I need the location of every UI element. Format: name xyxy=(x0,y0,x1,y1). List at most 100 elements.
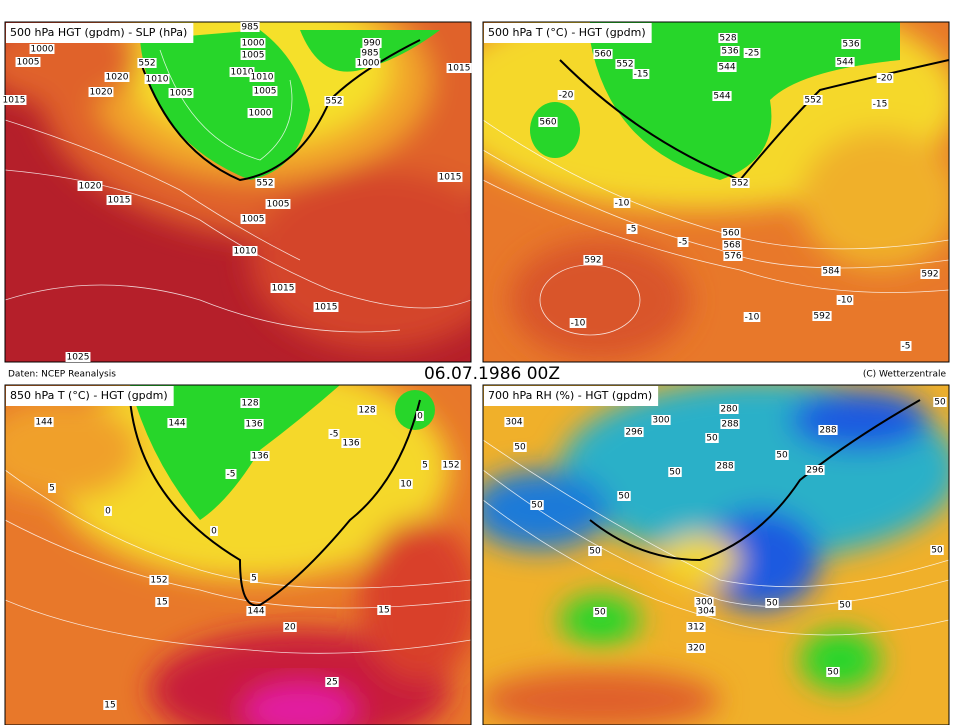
contour-label-bg xyxy=(283,622,297,632)
contour-label: 552 xyxy=(616,60,633,70)
contour-label: 592 xyxy=(813,312,830,322)
contour-label-bg xyxy=(149,575,169,585)
copyright-text: (C) Wetterzentrale xyxy=(863,370,947,380)
contour-label: 592 xyxy=(921,270,938,280)
contour-label: 304 xyxy=(697,607,714,617)
contour-label-bg xyxy=(720,419,740,429)
contour-label: -5 xyxy=(330,430,339,440)
contour-label: -10 xyxy=(838,296,853,306)
contour-label-bg xyxy=(355,58,381,68)
contour-label-bg xyxy=(593,607,607,617)
contour-label-bg xyxy=(34,417,54,427)
contour-label-bg xyxy=(705,433,719,443)
contour-label: 592 xyxy=(584,256,601,266)
contour-label: 1005 xyxy=(254,87,277,97)
contour-label: 50 xyxy=(531,501,543,511)
contour-label: 560 xyxy=(722,229,739,239)
contour-label: 288 xyxy=(721,420,738,430)
contour-label-bg xyxy=(137,58,157,68)
contour-label-bg xyxy=(416,411,424,421)
contour-label: 300 xyxy=(652,416,669,426)
contour-label-bg xyxy=(232,246,258,256)
contour-label-bg xyxy=(826,667,840,677)
contour-label-bg xyxy=(265,199,291,209)
contour-label: 584 xyxy=(822,267,839,277)
contour-label-bg xyxy=(246,606,266,616)
contour-label: 1010 xyxy=(146,75,169,85)
contour-label-bg xyxy=(168,88,194,98)
contour-label-bg xyxy=(743,48,761,58)
contour-label: 568 xyxy=(723,241,740,251)
panel-title: 500 hPa T (°C) - HGT (gpdm) xyxy=(488,26,646,39)
panel-title-box xyxy=(6,386,174,406)
contour-label: 152 xyxy=(442,461,459,471)
contour-label: 10 xyxy=(400,480,412,490)
contour-label-bg xyxy=(838,600,852,610)
contour-label: 1005 xyxy=(170,89,193,99)
contour-label-bg xyxy=(930,545,944,555)
contour-label-bg xyxy=(103,700,117,710)
contour-label-bg xyxy=(805,465,825,475)
panel-title-box xyxy=(6,23,194,43)
source-text: Daten: NCEP Reanalysis xyxy=(8,370,116,380)
map-panel-2 xyxy=(483,22,949,362)
contour-label: 1020 xyxy=(79,182,102,192)
contour-label: 304 xyxy=(505,418,522,428)
contour-label: 50 xyxy=(669,468,681,478)
contour-label: 1000 xyxy=(242,39,265,49)
contour-label: 15 xyxy=(104,701,115,711)
contour-label-bg xyxy=(632,69,650,79)
contour-label: 25 xyxy=(326,678,337,688)
contour-label: 144 xyxy=(35,418,52,428)
contour-label-bg xyxy=(812,311,832,321)
contour-label: 152 xyxy=(150,576,167,586)
contour-label-bg xyxy=(437,172,463,182)
contour-label: 300 xyxy=(695,598,712,608)
contour-label: 1005 xyxy=(242,215,265,225)
contour-label-bg xyxy=(696,606,716,616)
contour-label-bg xyxy=(270,283,296,293)
contour-label-bg xyxy=(677,237,689,247)
contour-label: 552 xyxy=(804,96,821,106)
contour-label: -25 xyxy=(745,49,760,59)
contour-label-bg xyxy=(722,240,742,250)
contour-label-bg xyxy=(613,198,631,208)
contour-label-bg xyxy=(765,598,779,608)
contour-label-bg xyxy=(513,442,527,452)
contour-label-bg xyxy=(240,214,266,224)
contour-label: 1000 xyxy=(249,109,272,119)
contour-label: 552 xyxy=(138,59,155,69)
contour-label: 288 xyxy=(819,426,836,436)
contour-label-bg xyxy=(651,415,671,425)
contour-label: 1015 xyxy=(272,284,295,294)
contour-label-bg xyxy=(255,178,275,188)
contour-label-bg xyxy=(583,255,603,265)
contour-label-bg xyxy=(313,302,339,312)
contour-label: 50 xyxy=(594,608,606,618)
contour-label: 528 xyxy=(719,34,736,44)
contour-label: 1025 xyxy=(67,353,90,363)
contour-label: 5 xyxy=(49,484,55,494)
contour-label: 0 xyxy=(211,527,217,537)
contour-label-bg xyxy=(250,451,270,461)
contour-label: 320 xyxy=(687,644,704,654)
panel-title: 700 hPa RH (%) - HGT (gpdm) xyxy=(488,389,652,402)
contour-label-bg xyxy=(229,67,255,77)
contour-label-bg xyxy=(77,181,103,191)
contour-label: 1015 xyxy=(315,303,338,313)
contour-label-bg xyxy=(360,48,380,58)
contour-label: 50 xyxy=(514,443,526,453)
contour-label: 1015 xyxy=(3,96,26,106)
contour-label: 296 xyxy=(806,466,823,476)
contour-label-bg xyxy=(933,397,947,407)
contour-label-bg xyxy=(421,460,429,470)
contour-label-bg xyxy=(104,506,112,516)
contour-label-bg xyxy=(325,677,339,687)
contour-label-bg xyxy=(65,352,91,362)
contour-label: 136 xyxy=(245,420,262,430)
contour-label-bg xyxy=(719,404,739,414)
contour-label-bg xyxy=(836,295,854,305)
contour-label-bg xyxy=(328,429,340,439)
contour-label-bg xyxy=(15,57,41,67)
panel-title-box xyxy=(484,386,659,406)
